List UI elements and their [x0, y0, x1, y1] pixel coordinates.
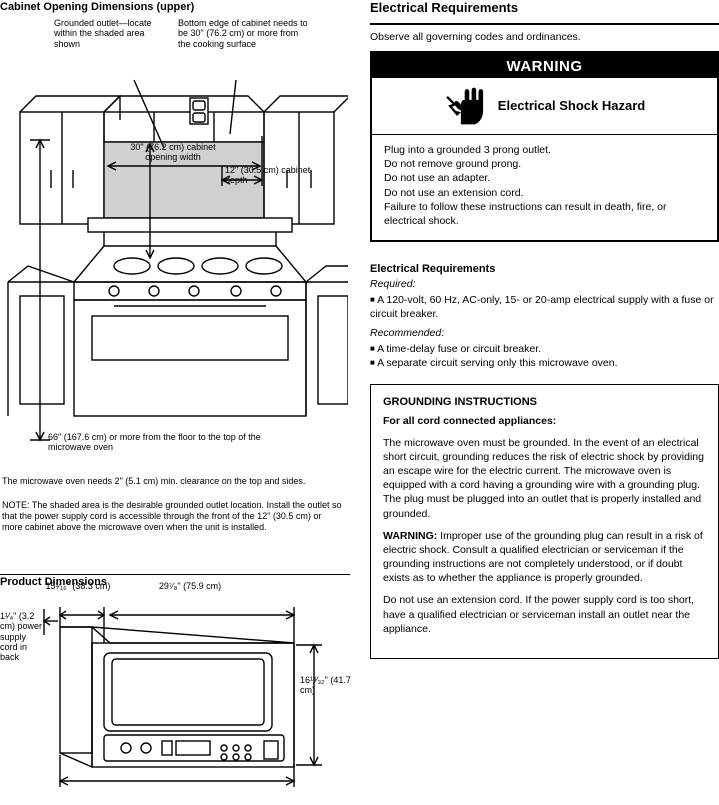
grounding-p2: The microwave oven must be grounded. In …	[383, 436, 706, 521]
cabinet-opening-diagram	[0, 20, 348, 450]
grounding-title: GROUNDING INSTRUCTIONS	[383, 395, 706, 409]
grounding-p3-label: WARNING:	[383, 530, 437, 542]
dim-cab-depth: 12" (30.5 cm) cabinet depth	[225, 165, 315, 186]
cabinet-opening-section: Cabinet Opening Dimensions (upper) Groun…	[0, 0, 348, 575]
warning-line: Plug into a grounded 3 prong outlet.	[384, 143, 705, 157]
electrical-shock-hand-icon	[444, 84, 490, 128]
warning-line: Do not use an extension cord.	[384, 186, 705, 200]
warning-banner: WARNING	[372, 53, 717, 79]
dim-height-66: 66" (167.6 cm) or more from the floor to…	[48, 432, 288, 453]
grounding-p1: For all cord connected appliances:	[383, 414, 706, 428]
required-label: Required:	[370, 278, 719, 292]
warning-line: Do not remove ground prong.	[384, 157, 705, 171]
cabinet-note-outlet: NOTE: The shaded area is the desirable g…	[2, 500, 342, 532]
warning-subhead-text: Electrical Shock Hazard	[498, 98, 645, 115]
electrical-requirements-title: Electrical Requirements	[370, 262, 719, 276]
product-dimensions-diagram	[0, 595, 348, 795]
label-outlet: Grounded outlet—locate within the shaded…	[54, 18, 164, 49]
cabinet-note-clearance: The microwave oven needs 2" (5.1 cm) min…	[2, 476, 342, 487]
product-dimensions-section: Product Dimensions	[0, 575, 348, 805]
divider	[370, 23, 719, 25]
electrical-requirements-heading: Electrical Requirements	[370, 0, 719, 17]
cabinet-opening-title: Cabinet Opening Dimensions (upper)	[0, 0, 348, 14]
grounding-p3: WARNING: Improper use of the grounding p…	[383, 529, 706, 586]
list-item: A time-delay fuse or circuit breaker.	[370, 343, 719, 357]
electrical-intro: Observe all governing codes and ordinanc…	[370, 31, 719, 45]
warning-box: WARNING Electrical Shock Hazard	[370, 51, 719, 243]
warning-line: Do not use an adapter.	[384, 171, 705, 185]
label-bottom-edge: Bottom edge of cabinet needs to be 30" (…	[178, 18, 308, 49]
grounding-p4: Do not use an extension cord. If the pow…	[383, 593, 706, 636]
dim-depth: 15¹⁄₁₆" (38.3 cm)	[38, 581, 118, 591]
list-item: A separate circuit serving only this mic…	[370, 357, 719, 371]
recommended-label: Recommended:	[370, 327, 719, 341]
warning-body: Plug into a grounded 3 prong outlet. Do …	[372, 135, 717, 240]
required-list: A 120-volt, 60 Hz, AC-only, 15- or 20-am…	[370, 294, 719, 321]
list-item: A 120-volt, 60 Hz, AC-only, 15- or 20-am…	[370, 294, 719, 321]
dim-cab-width: 30" (76.2 cm) cabinet opening width	[118, 142, 228, 163]
grounding-box: GROUNDING INSTRUCTIONS For all cord conn…	[370, 384, 719, 659]
warning-subhead: Electrical Shock Hazard	[372, 78, 717, 135]
warning-line: Failure to follow these instructions can…	[384, 200, 705, 228]
dim-back-cord: 1¹⁄₄" (3.2 cm) power supply cord in back	[0, 611, 44, 663]
dim-height: 16¹³⁄₃₂" (41.7 cm)	[300, 675, 354, 696]
recommended-list: A time-delay fuse or circuit breaker. A …	[370, 343, 719, 370]
dim-width: 29⁷⁄₈" (75.9 cm)	[130, 581, 250, 591]
